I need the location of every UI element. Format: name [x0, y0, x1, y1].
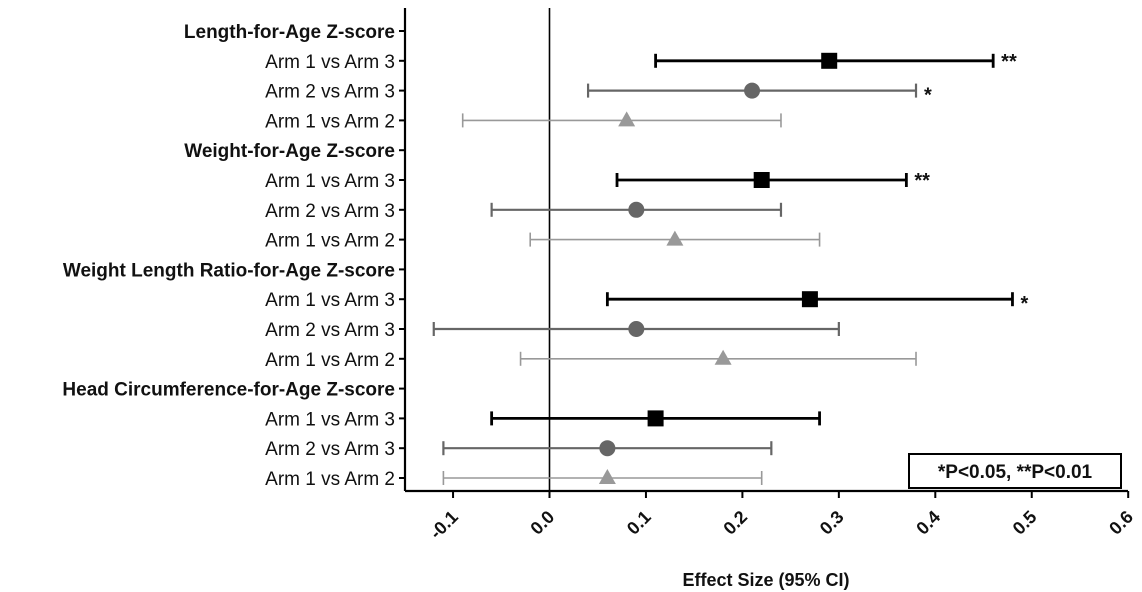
significance-legend-box [908, 453, 1122, 489]
significance-legend-text: *P<0.05, **P<0.01 [938, 462, 1093, 483]
comparison-label: Arm 1 vs Arm 2 [265, 350, 395, 371]
comparison-label: Arm 2 vs Arm 3 [265, 320, 395, 341]
significance-marker: * [924, 85, 932, 107]
comparison-label: Arm 2 vs Arm 3 [265, 82, 395, 103]
estimate-square-marker [753, 172, 770, 188]
comparison-label: Arm 1 vs Arm 3 [265, 409, 395, 430]
x-tick-label: 0.5 [1009, 507, 1041, 539]
x-tick-label: 0.4 [912, 507, 944, 539]
comparison-label: Arm 1 vs Arm 2 [265, 231, 395, 252]
x-tick-label: 0.1 [623, 507, 655, 539]
estimate-circle-marker [744, 82, 761, 99]
x-tick-label: 0.3 [816, 507, 848, 539]
estimate-square-marker [821, 52, 838, 69]
x-axis-label: Effect Size (95% CI) [682, 570, 849, 590]
comparison-label: Arm 1 vs Arm 3 [265, 171, 395, 192]
estimate-circle-marker [628, 321, 645, 337]
x-tick-label: -0.1 [426, 507, 462, 543]
group-title: Length-for-Age Z-score [184, 22, 395, 43]
estimate-triangle-marker [666, 230, 684, 246]
significance-marker: ** [914, 170, 930, 192]
group-title: Weight-for-Age Z-score [184, 141, 395, 162]
estimate-square-marker [801, 291, 818, 308]
comparison-label: Arm 1 vs Arm 3 [265, 52, 395, 73]
significance-marker: ** [1001, 51, 1017, 73]
x-tick-label: 0.2 [719, 507, 751, 539]
estimate-circle-marker [628, 201, 645, 218]
comparison-label: Arm 1 vs Arm 2 [265, 469, 395, 490]
comparison-label: Arm 2 vs Arm 3 [265, 439, 395, 460]
estimate-square-marker [647, 410, 664, 427]
comparison-label: Arm 2 vs Arm 3 [265, 201, 395, 222]
comparison-label: Arm 1 vs Arm 2 [265, 111, 395, 132]
comparison-label: Arm 1 vs Arm 3 [265, 290, 395, 311]
estimate-triangle-marker [598, 469, 616, 484]
estimate-circle-marker [599, 440, 616, 457]
estimate-triangle-marker [618, 111, 636, 127]
group-title: Weight Length Ratio-for-Age Z-score [63, 260, 395, 281]
x-tick-label: 0.6 [1105, 507, 1137, 539]
estimate-triangle-marker [714, 349, 732, 365]
significance-marker: * [1020, 293, 1028, 315]
x-tick-label: 0.0 [526, 507, 558, 539]
group-title: Head Circumference-for-Age Z-score [62, 380, 395, 401]
